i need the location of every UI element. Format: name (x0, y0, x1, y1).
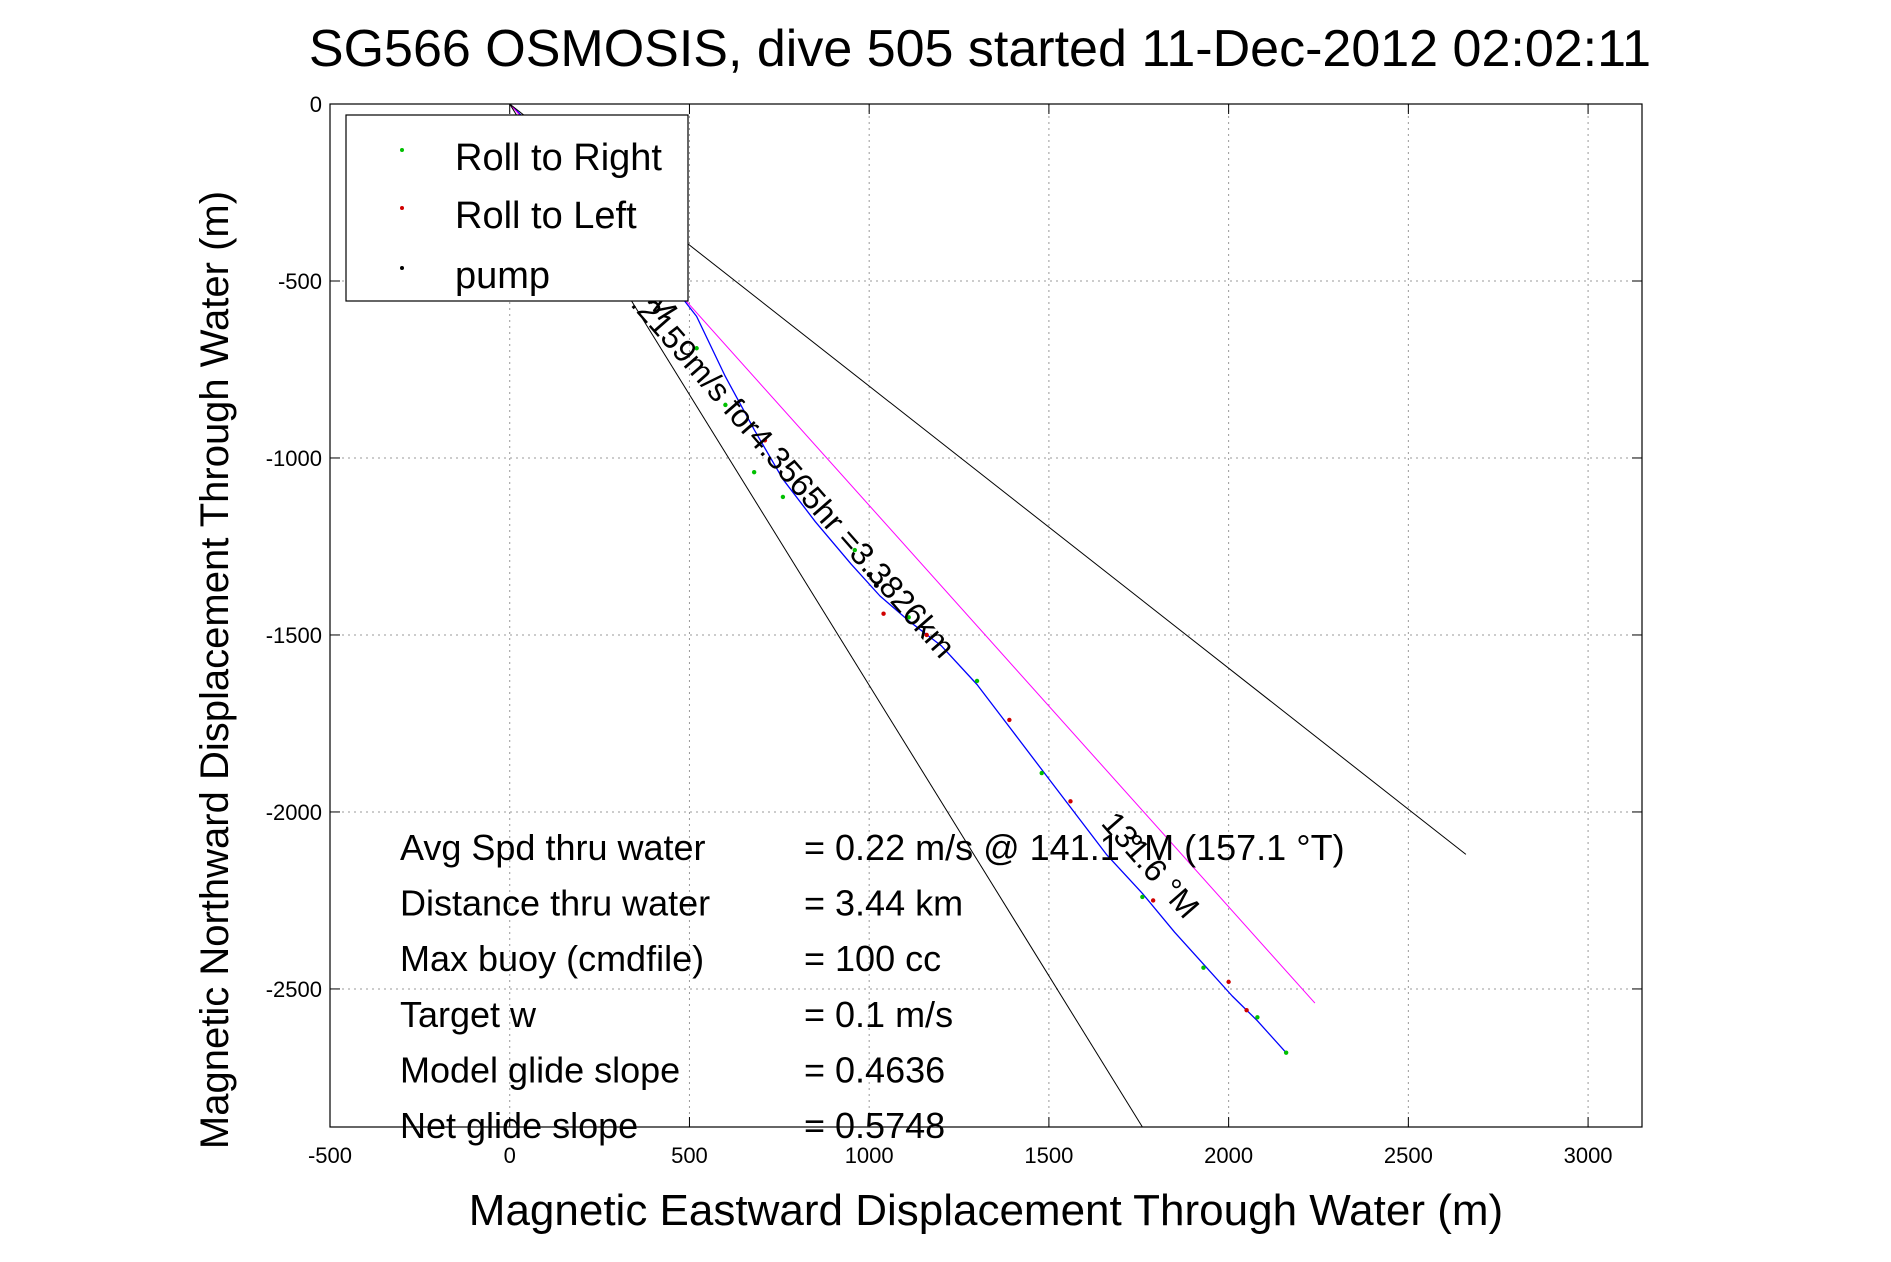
x-tick-label: 500 (671, 1143, 708, 1168)
legend-label-roll-left: Roll to Left (455, 195, 637, 237)
stat-value: = 0.5748 (804, 1105, 945, 1146)
x-tick-label: 1000 (845, 1143, 894, 1168)
legend-marker-roll-right (400, 148, 404, 152)
stat-value: = 0.1 m/s (804, 994, 953, 1035)
stat-value: = 3.44 km (804, 883, 963, 924)
y-axis-label: Magnetic Northward Displacement Through … (193, 191, 237, 1149)
glider-track-line (509, 103, 1287, 1054)
y-tick-label: -1000 (266, 446, 322, 471)
roll-right-marker (974, 678, 980, 684)
roll-right-marker (694, 346, 699, 351)
roll-right-marker (1255, 1015, 1260, 1020)
stat-value: = 0.22 m/s @ 141.1 °M (157.1 °T) (804, 827, 1345, 868)
stat-label: Max buoy (cmdfile) (400, 938, 704, 979)
roll-right-marker (1201, 965, 1206, 970)
x-tick-label: 2500 (1384, 1143, 1433, 1168)
roll-right-marker (852, 547, 857, 553)
y-axis-ticks: 0 -500 -1000 -1500 -2000 -2500 (266, 92, 1642, 1002)
grid-lines (330, 104, 1642, 1127)
x-axis-label: Magnetic Eastward Displacement Through W… (469, 1186, 1503, 1235)
roll-left-marker (1226, 979, 1231, 985)
y-tick-label: -2500 (266, 977, 322, 1002)
stat-label: Distance thru water (400, 883, 710, 924)
roll-left-marker (762, 438, 768, 443)
roll-left-marker (1244, 1007, 1249, 1013)
y-tick-label: 0 (310, 92, 322, 117)
axes-frame (329, 103, 1643, 1128)
stat-label: Model glide slope (400, 1049, 680, 1090)
chart-title: SG566 OSMOSIS, dive 505 started 11-Dec-2… (309, 20, 1651, 78)
x-axis-ticks: -500 0 500 1000 1500 2000 2500 3000 (308, 104, 1613, 1168)
pump-marker (866, 572, 872, 578)
roll-left-marker (881, 611, 886, 616)
roll-right-marker (906, 615, 911, 620)
y-tick-label: -2000 (266, 800, 322, 825)
legend-marker-pump (400, 266, 404, 270)
roll-right-marker (1039, 770, 1044, 776)
roll-left-marker (1068, 799, 1073, 804)
roll-right-marker (751, 469, 757, 475)
stat-label: Avg Spd thru water (400, 827, 706, 868)
x-tick-label: -500 (308, 1143, 352, 1168)
stat-label: Target w (400, 994, 537, 1035)
legend-label-roll-right: Roll to Right (455, 137, 662, 179)
roll-right-marker (723, 402, 728, 408)
stats-block: Avg Spd thru water = 0.22 m/s @ 141.1 °M … (400, 827, 1345, 1146)
x-tick-label: 2000 (1204, 1143, 1253, 1168)
roll-left-marker (1150, 898, 1156, 903)
roll-left-marker (924, 632, 929, 638)
stat-label: Net glide slope (400, 1105, 638, 1146)
x-tick-label: 0 (504, 1143, 516, 1168)
x-tick-label: 3000 (1564, 1143, 1613, 1168)
pump-marker (873, 582, 879, 588)
y-tick-label: -500 (278, 269, 322, 294)
roll-right-marker (1283, 1050, 1289, 1055)
stat-value: = 0.4636 (804, 1049, 945, 1090)
roll-left-marker (1007, 717, 1012, 723)
legend: Roll to Right Roll to Left pump (345, 114, 689, 302)
x-tick-label: 1500 (1024, 1143, 1073, 1168)
plot-markers (694, 346, 1289, 1055)
roll-right-marker (780, 494, 786, 500)
y-tick-label: -1500 (266, 623, 322, 648)
legend-marker-roll-left (400, 206, 404, 210)
roll-right-marker (1140, 894, 1145, 900)
stat-value: = 100 cc (804, 938, 941, 979)
legend-label-pump: pump (455, 255, 550, 297)
